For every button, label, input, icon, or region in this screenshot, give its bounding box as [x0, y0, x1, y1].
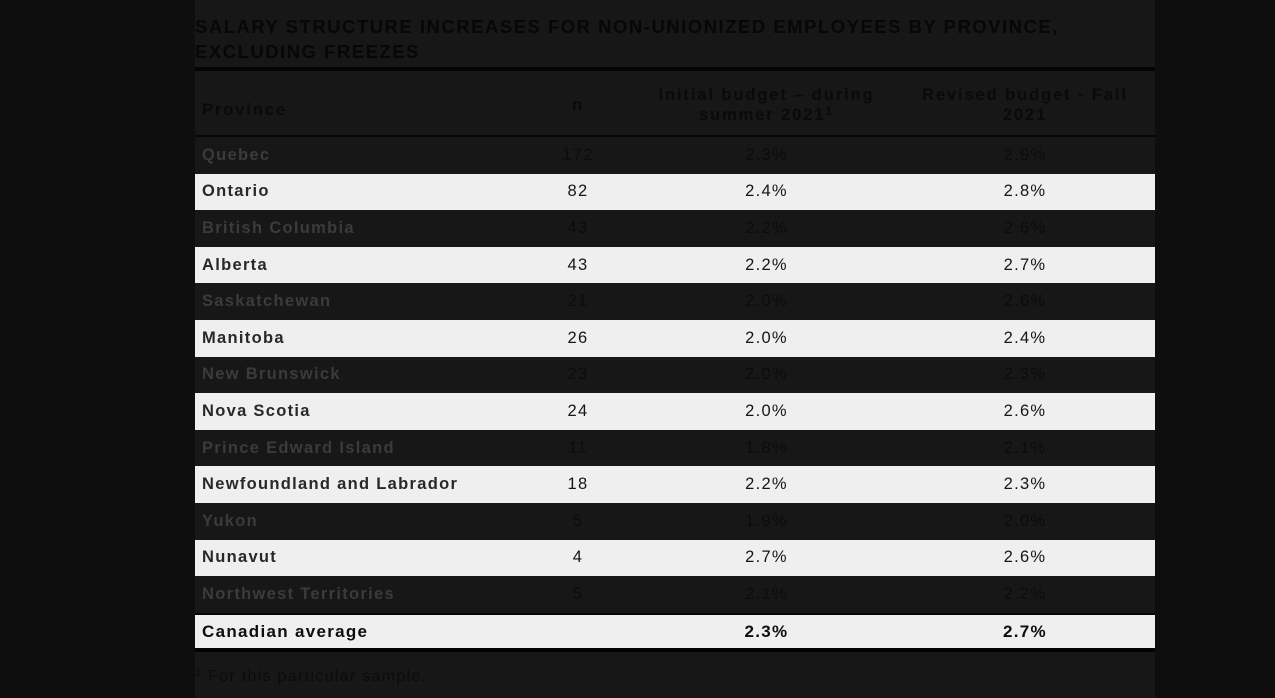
table-bottom-border — [195, 648, 1155, 653]
table-row-manitoba: Manitoba 26 2.0% 2.4% — [195, 319, 1155, 357]
table-row-ontario: Ontario 82 2.4% 2.8% — [195, 173, 1155, 211]
initial-budget-value: 2.2% — [745, 218, 788, 237]
revised-budget-value: 2.7% — [1003, 255, 1047, 274]
initial-budget-value: 2.0% — [745, 292, 788, 311]
title-rule — [195, 67, 1155, 71]
province-name: Yukon — [202, 511, 259, 530]
n-value: 43 — [567, 255, 589, 274]
table-row-northwest-territories: Northwest Territories 5 2.1% 2.2% — [195, 576, 1155, 613]
revised-budget-value: 2.3% — [1003, 475, 1047, 494]
table-row-alberta: Alberta 43 2.2% 2.7% — [195, 246, 1155, 284]
province-name: Newfoundland and Labrador — [202, 475, 459, 494]
n-value: 18 — [567, 475, 589, 494]
n-value: 23 — [567, 365, 589, 384]
n-value: 5 — [572, 511, 584, 530]
revised-budget-value: 2.6% — [1003, 218, 1047, 237]
table-row-yukon: Yukon 5 1.9% 2.0% — [195, 503, 1155, 540]
initial-budget-value: 2.4% — [745, 182, 788, 201]
revised-budget-value: 2.6% — [1003, 548, 1047, 567]
table-header-row: Province n Initial budget – during summe… — [195, 71, 1155, 137]
province-name: Quebec — [202, 145, 271, 164]
column-header-province: Province — [202, 101, 287, 119]
initial-budget-value: 2.0% — [745, 401, 788, 420]
n-value: 5 — [572, 584, 584, 603]
n-value: 24 — [567, 401, 589, 420]
revised-budget-value: 2.9% — [1003, 145, 1047, 164]
table-row-nova-scotia: Nova Scotia 24 2.0% 2.6% — [195, 393, 1155, 430]
n-value: 43 — [567, 218, 589, 237]
initial-budget-value: 1.9% — [745, 511, 788, 530]
table-row-nunavut: Nunavut 4 2.7% 2.6% — [195, 539, 1155, 577]
initial-budget-value: 2.2% — [745, 475, 788, 494]
province-name: Ontario — [202, 182, 270, 201]
initial-budget-value: 2.0% — [745, 328, 788, 347]
n-value: 11 — [568, 438, 588, 457]
column-header-revised-budget: Revised budget - Fall 2021 — [922, 86, 1128, 124]
footnote-marker-superscript: 1 — [825, 103, 834, 118]
column-header-initial-budget: Initial budget – during summer 20211 — [658, 85, 875, 124]
footnote-text: For this particular sample. — [208, 668, 428, 686]
table-row-saskatchewan: Saskatchewan 21 2.0% 2.6% — [195, 283, 1155, 320]
initial-budget-value: 2.1% — [745, 584, 788, 603]
footnote-superscript: 1 — [195, 667, 203, 680]
province-name: Prince Edward Island — [202, 438, 395, 457]
province-name: Northwest Territories — [202, 584, 395, 603]
table-title: SALARY STRUCTURE INCREASES FOR NON-UNION… — [195, 16, 1059, 62]
revised-budget-value: 2.8% — [1003, 182, 1047, 201]
salary-table: Province n Initial budget – during summe… — [195, 71, 1155, 653]
table-row-new-brunswick: New Brunswick 23 2.0% 2.3% — [195, 357, 1155, 394]
initial-budget-value: 2.7% — [745, 548, 788, 567]
revised-budget-value: 2.6% — [1003, 401, 1047, 420]
province-name: Saskatchewan — [202, 292, 332, 311]
n-value: 21 — [567, 292, 589, 311]
n-value: 4 — [572, 548, 584, 567]
province-name: British Columbia — [202, 218, 355, 237]
n-value: 172 — [562, 145, 594, 164]
table-row-quebec: Quebec 172 2.3% 2.9% — [195, 137, 1155, 174]
initial-budget-value: 2.3% — [744, 621, 789, 641]
revised-budget-value: 2.1% — [1003, 438, 1047, 457]
initial-budget-value: 2.3% — [745, 145, 788, 164]
province-name: Manitoba — [202, 328, 285, 347]
revised-budget-value: 2.6% — [1003, 292, 1047, 311]
table-row-canadian-average: Canadian average 2.3% 2.7% — [195, 612, 1155, 649]
initial-budget-value: 1.8% — [745, 438, 788, 457]
n-value: 82 — [567, 182, 589, 201]
revised-budget-value: 2.2% — [1003, 584, 1047, 603]
province-name: Nova Scotia — [202, 401, 311, 420]
footnote: 1 For this particular sample. — [195, 667, 1155, 686]
province-name: Alberta — [202, 255, 268, 274]
revised-budget-value: 2.4% — [1003, 328, 1047, 347]
initial-budget-value: 2.2% — [745, 255, 788, 274]
revised-budget-value: 2.7% — [1003, 621, 1047, 641]
revised-budget-value: 2.0% — [1003, 511, 1047, 530]
province-name: Nunavut — [202, 548, 278, 567]
table-row-british-columbia: British Columbia 43 2.2% 2.6% — [195, 210, 1155, 247]
province-name: Canadian average — [202, 621, 369, 641]
table-row-newfoundland-and-labrador: Newfoundland and Labrador 18 2.2% 2.3% — [195, 466, 1155, 503]
revised-budget-value: 2.3% — [1003, 365, 1047, 384]
n-value: 26 — [567, 328, 589, 347]
province-name: New Brunswick — [202, 365, 341, 384]
column-header-n: n — [572, 96, 584, 114]
table-row-prince-edward-island: Prince Edward Island 11 1.8% 2.1% — [195, 430, 1155, 467]
report-content: SALARY STRUCTURE INCREASES FOR NON-UNION… — [195, 0, 1155, 698]
initial-budget-value: 2.0% — [745, 365, 788, 384]
